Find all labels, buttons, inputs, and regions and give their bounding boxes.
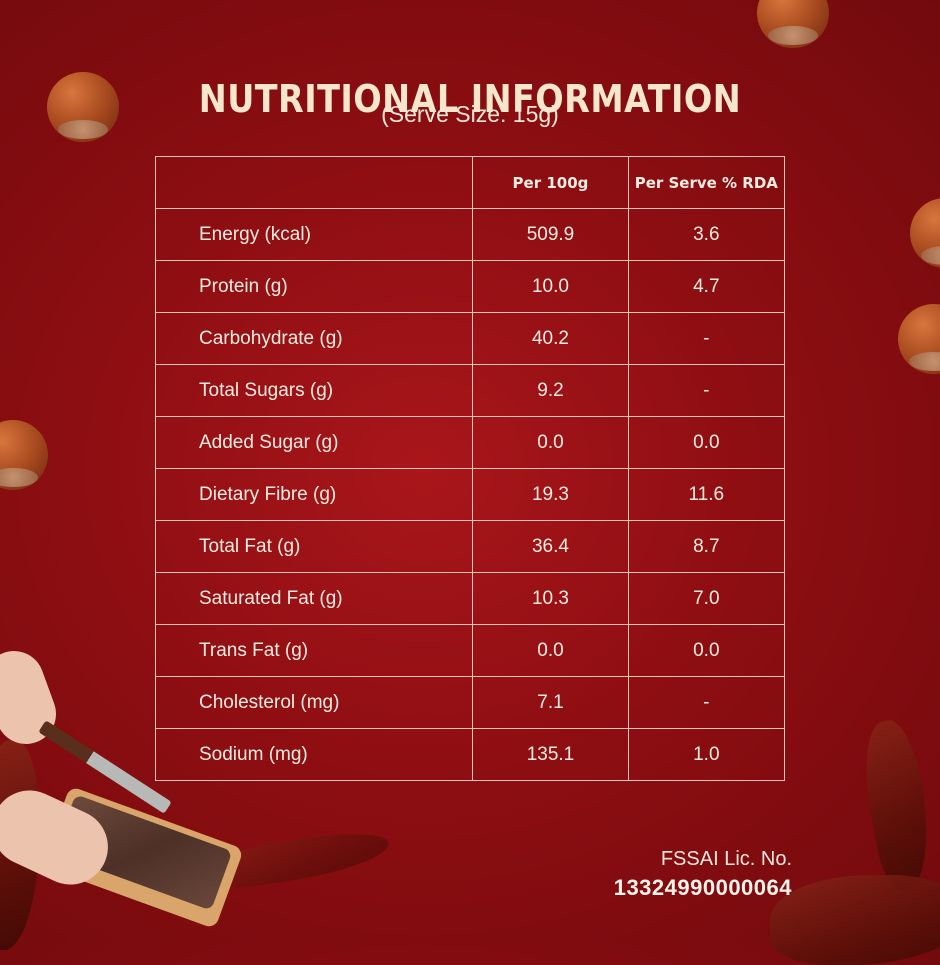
table-row: Saturated Fat (g) 10.3 7.0 — [154, 572, 786, 625]
hazelnut-icon — [757, 0, 829, 48]
fssai-license: FSSAI Lic. No. 13324990000064 — [614, 848, 792, 901]
hazelnut-icon — [910, 198, 940, 268]
table-row: Protein (g) 10.0 4.7 — [154, 260, 786, 313]
page-title: NUTRITIONAL INFORMATION — [198, 77, 742, 122]
per-100g-value: 10.0 — [472, 260, 629, 313]
per-100g-value: 7.1 — [472, 676, 629, 729]
per-serve-rda-value: - — [627, 364, 786, 417]
nutrient-name: Protein (g) — [154, 260, 474, 313]
column-header-per-serve-rda: Per Serve % RDA — [627, 156, 786, 209]
hazelnut-icon — [898, 304, 940, 374]
nutrient-name: Added Sugar (g) — [154, 416, 474, 469]
hazelnut-icon — [0, 420, 48, 490]
nutrient-name: Total Sugars (g) — [154, 364, 474, 417]
per-serve-rda-value: 8.7 — [627, 520, 786, 573]
per-100g-value: 0.0 — [472, 416, 629, 469]
per-serve-rda-value: 4.7 — [627, 260, 786, 313]
per-100g-value: 19.3 — [472, 468, 629, 521]
table-row: Total Sugars (g) 9.2- — [154, 364, 786, 417]
nutrition-table: Per 100g Per Serve % RDA Energy (kcal) 50… — [154, 156, 786, 781]
column-header-per-100g: Per 100g — [472, 156, 629, 209]
per-100g-value: 9.2 — [472, 364, 629, 417]
table-row: Sodium (mg) 135.1 1.0 — [154, 728, 786, 781]
per-serve-rda-value: 11.6 — [627, 468, 786, 521]
nutrient-name: Carbohydrate (g) — [154, 312, 474, 365]
table-row: Cholesterol (mg) 7.1- — [154, 676, 786, 729]
column-header-nutrient — [154, 156, 474, 209]
nutrient-name: Sodium (mg) — [154, 728, 474, 781]
fssai-label: FSSAI Lic. No. — [660, 848, 792, 870]
nutrient-name: Trans Fat (g) — [154, 624, 474, 677]
per-serve-rda-value: - — [627, 312, 786, 365]
per-100g-value: 40.2 — [472, 312, 629, 365]
nutrient-name: Saturated Fat (g) — [154, 572, 474, 625]
nutrient-name: Total Fat (g) — [154, 520, 474, 573]
serve-size-subtitle: (Serve Size: 15g) — [381, 101, 559, 127]
table-row: Carbohydrate (g) 40.2- — [154, 312, 786, 365]
per-serve-rda-value: 0.0 — [627, 416, 786, 469]
hazelnut-icon — [47, 72, 119, 142]
per-serve-rda-value: - — [627, 676, 786, 729]
per-serve-rda-value: 1.0 — [627, 728, 786, 781]
table-row: Trans Fat (g) 0.0 0.0 — [154, 624, 786, 677]
fssai-number: 13324990000064 — [613, 875, 792, 900]
table-row: Added Sugar (g) 0.0 0.0 — [154, 416, 786, 469]
per-serve-rda-value: 7.0 — [627, 572, 786, 625]
per-100g-value: 36.4 — [472, 520, 629, 573]
table-row: Energy (kcal) 509.9 3.6 — [154, 208, 786, 261]
table-header-row: Per 100g Per Serve % RDA — [154, 156, 786, 209]
chocolate-splash-image — [770, 875, 940, 965]
per-100g-value: 0.0 — [472, 624, 629, 677]
table-row: Dietary Fibre (g) 19.3 11.6 — [154, 468, 786, 521]
chocolate-splash-image — [855, 716, 940, 894]
per-100g-value: 10.3 — [472, 572, 629, 625]
nutrient-name: Energy (kcal) — [154, 208, 474, 261]
table-row: Total Fat (g) 36.4 8.7 — [154, 520, 786, 573]
per-serve-rda-value: 3.6 — [627, 208, 786, 261]
per-100g-value: 135.1 — [472, 728, 629, 781]
per-100g-value: 509.9 — [472, 208, 629, 261]
nutrient-name: Cholesterol (mg) — [154, 676, 474, 729]
per-serve-rda-value: 0.0 — [627, 624, 786, 677]
nutrient-name: Dietary Fibre (g) — [154, 468, 474, 521]
